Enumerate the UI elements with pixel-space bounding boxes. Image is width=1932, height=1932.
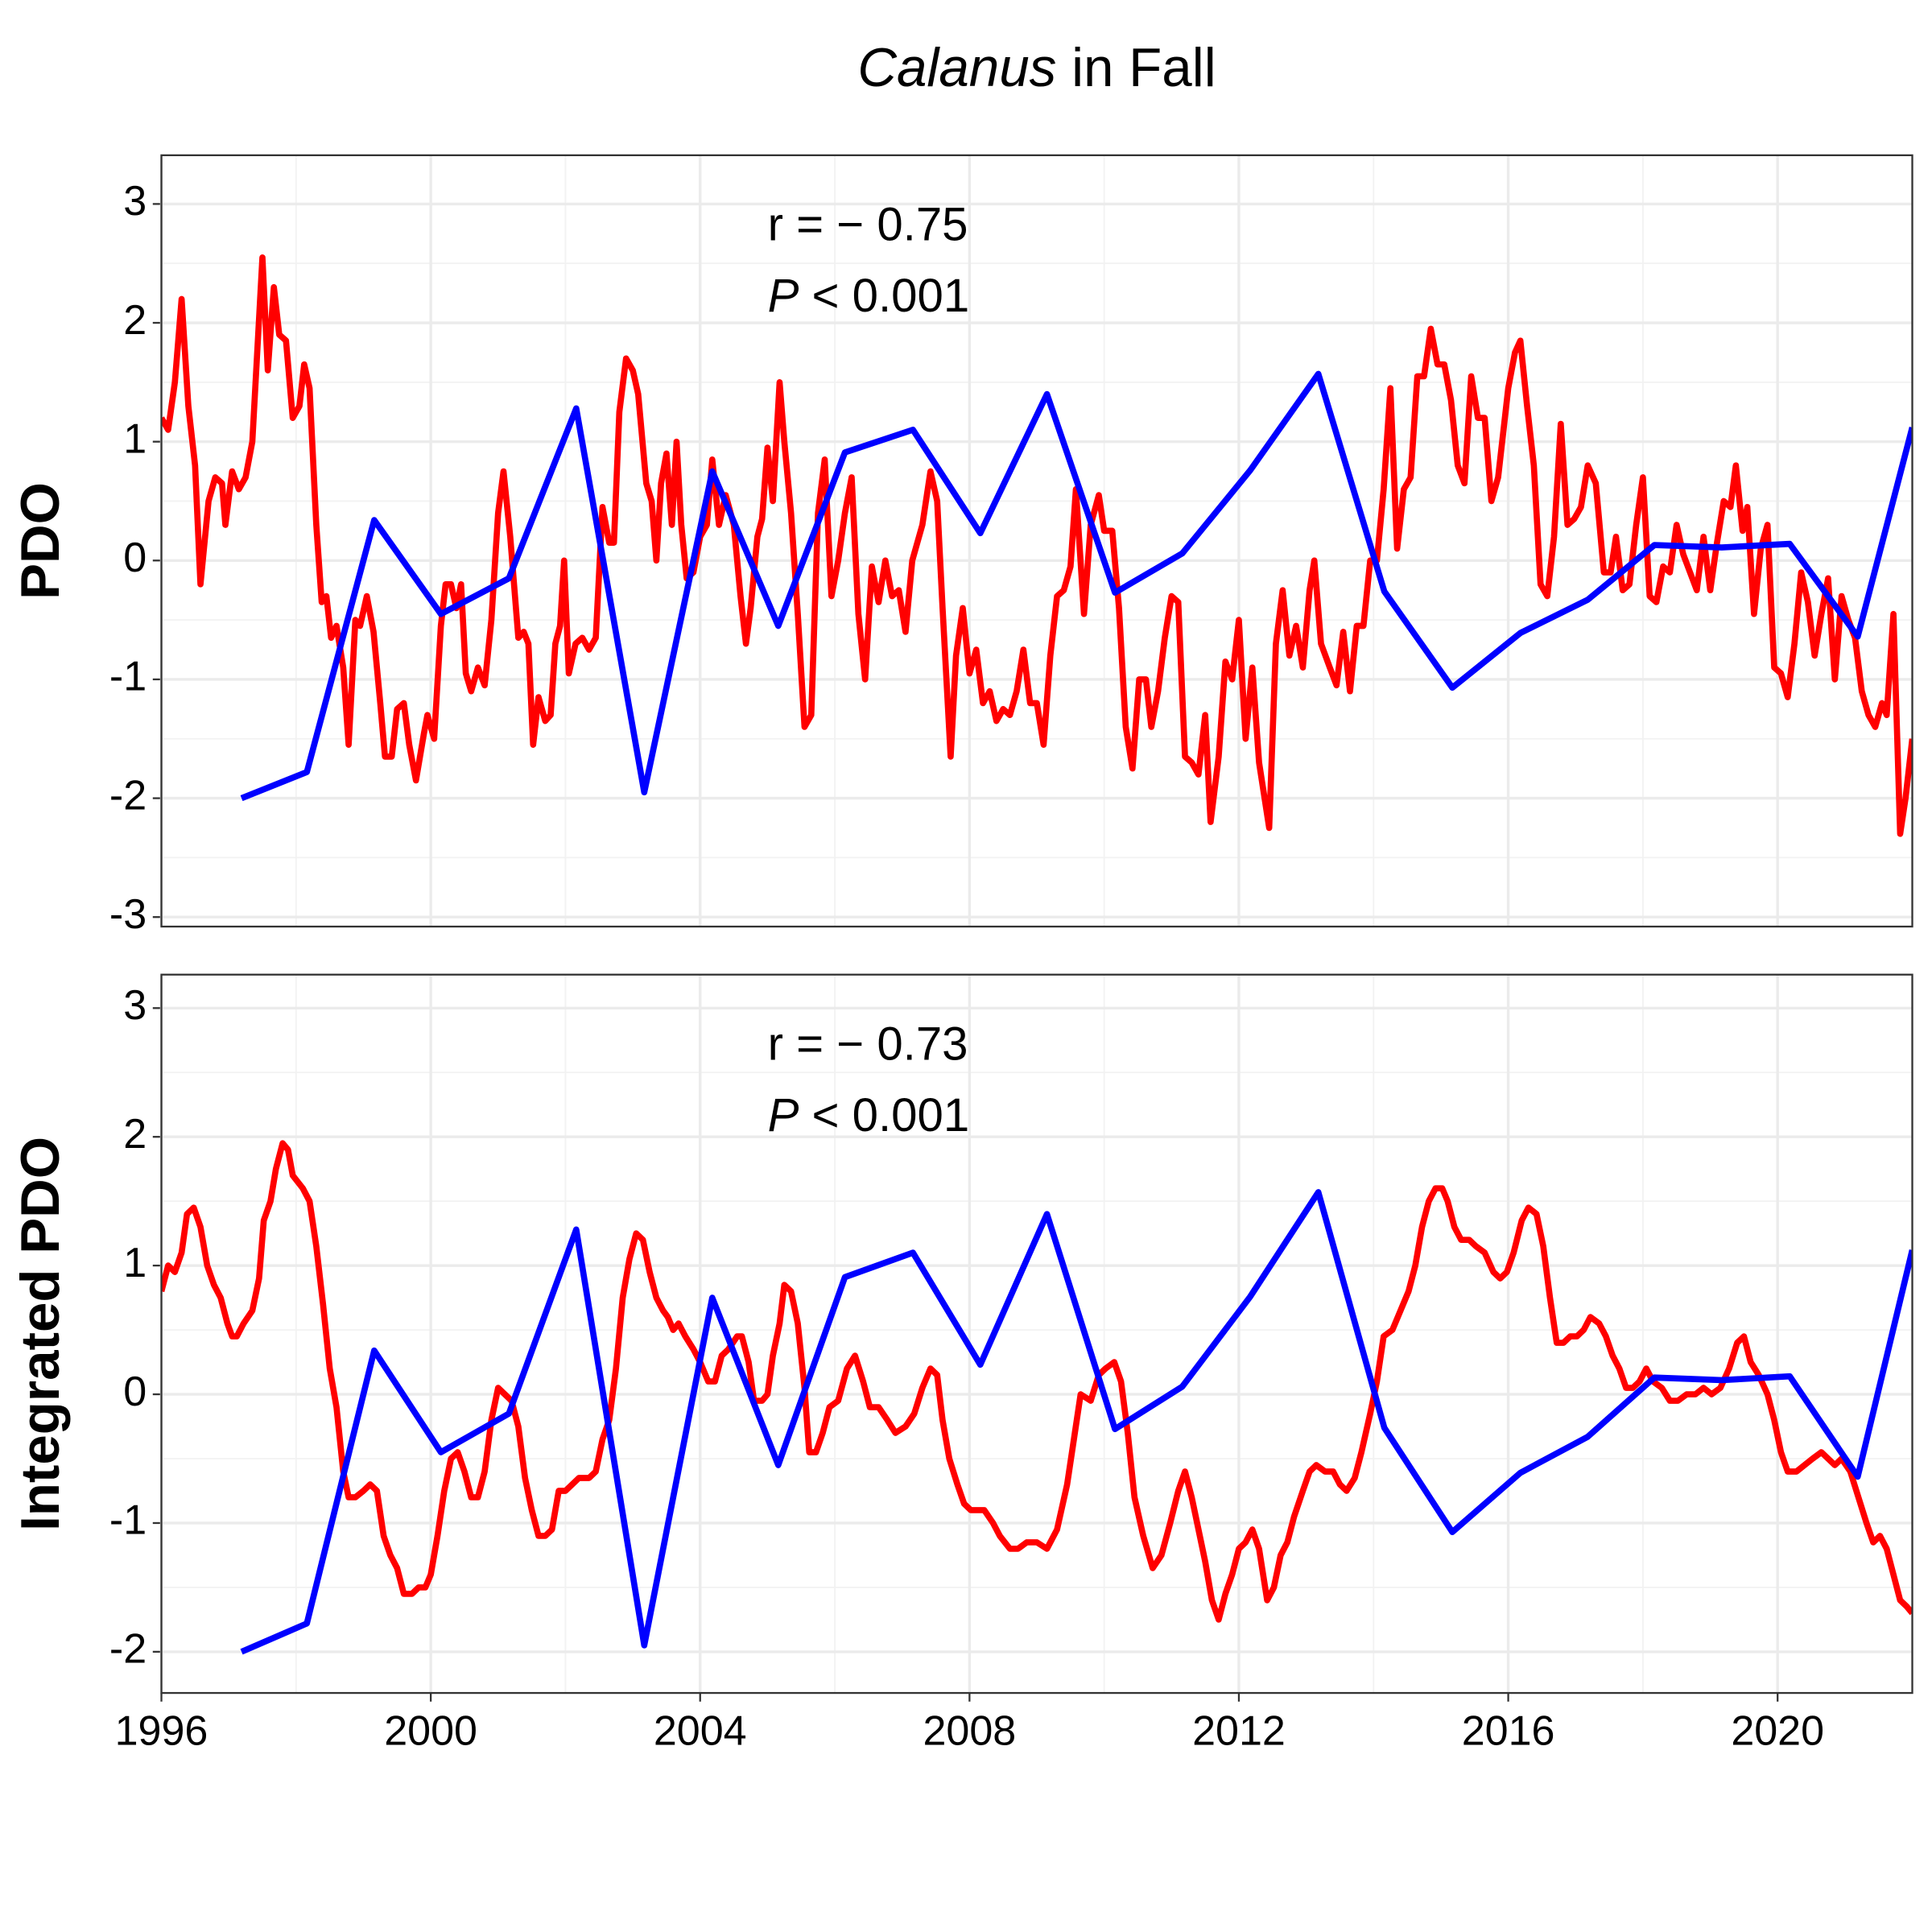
panel-border [160,973,1913,1695]
x-tick-label: 2020 [1731,1707,1824,1754]
y-tick-label: 0 [123,535,147,581]
x-tick-label: 1996 [115,1707,208,1754]
y-tick-label: 3 [123,982,147,1029]
x-tick-label: 2012 [1192,1707,1286,1754]
panel-border [160,154,1913,928]
y-axis-label: Integrated PDO [10,1137,71,1531]
panel-background [161,974,1913,1694]
y-tick-label: 3 [123,178,147,225]
y-tick-label: -2 [109,772,147,819]
data-line [161,254,1913,837]
annotation: r = − 0.73 [768,1018,968,1070]
y-tick-label: 2 [123,1111,147,1158]
data-line [240,370,1913,802]
y-tick-label: -1 [109,654,147,700]
x-tick-label: 2016 [1462,1707,1555,1754]
x-tick-label: 2004 [654,1707,747,1754]
x-tick-label: 2000 [384,1707,477,1754]
y-tick-label: -2 [109,1626,147,1673]
panel-background [161,155,1913,927]
y-tick-label: 1 [123,415,147,462]
y-tick-label: 0 [123,1368,147,1415]
data-line [161,1140,1913,1623]
annotation: P < 0.001 [768,270,970,322]
x-tick-label: 2008 [923,1707,1016,1754]
chart-title: Calanus in Fall [857,38,1216,98]
annotation: P < 0.001 [768,1089,970,1141]
y-axis-label: PDO [10,482,71,600]
annotation: r = − 0.75 [768,199,968,251]
y-tick-label: -3 [109,891,147,938]
data-line [240,1189,1913,1655]
y-tick-label: 2 [123,297,147,344]
y-tick-label: 1 [123,1240,147,1286]
y-tick-label: -1 [109,1497,147,1544]
